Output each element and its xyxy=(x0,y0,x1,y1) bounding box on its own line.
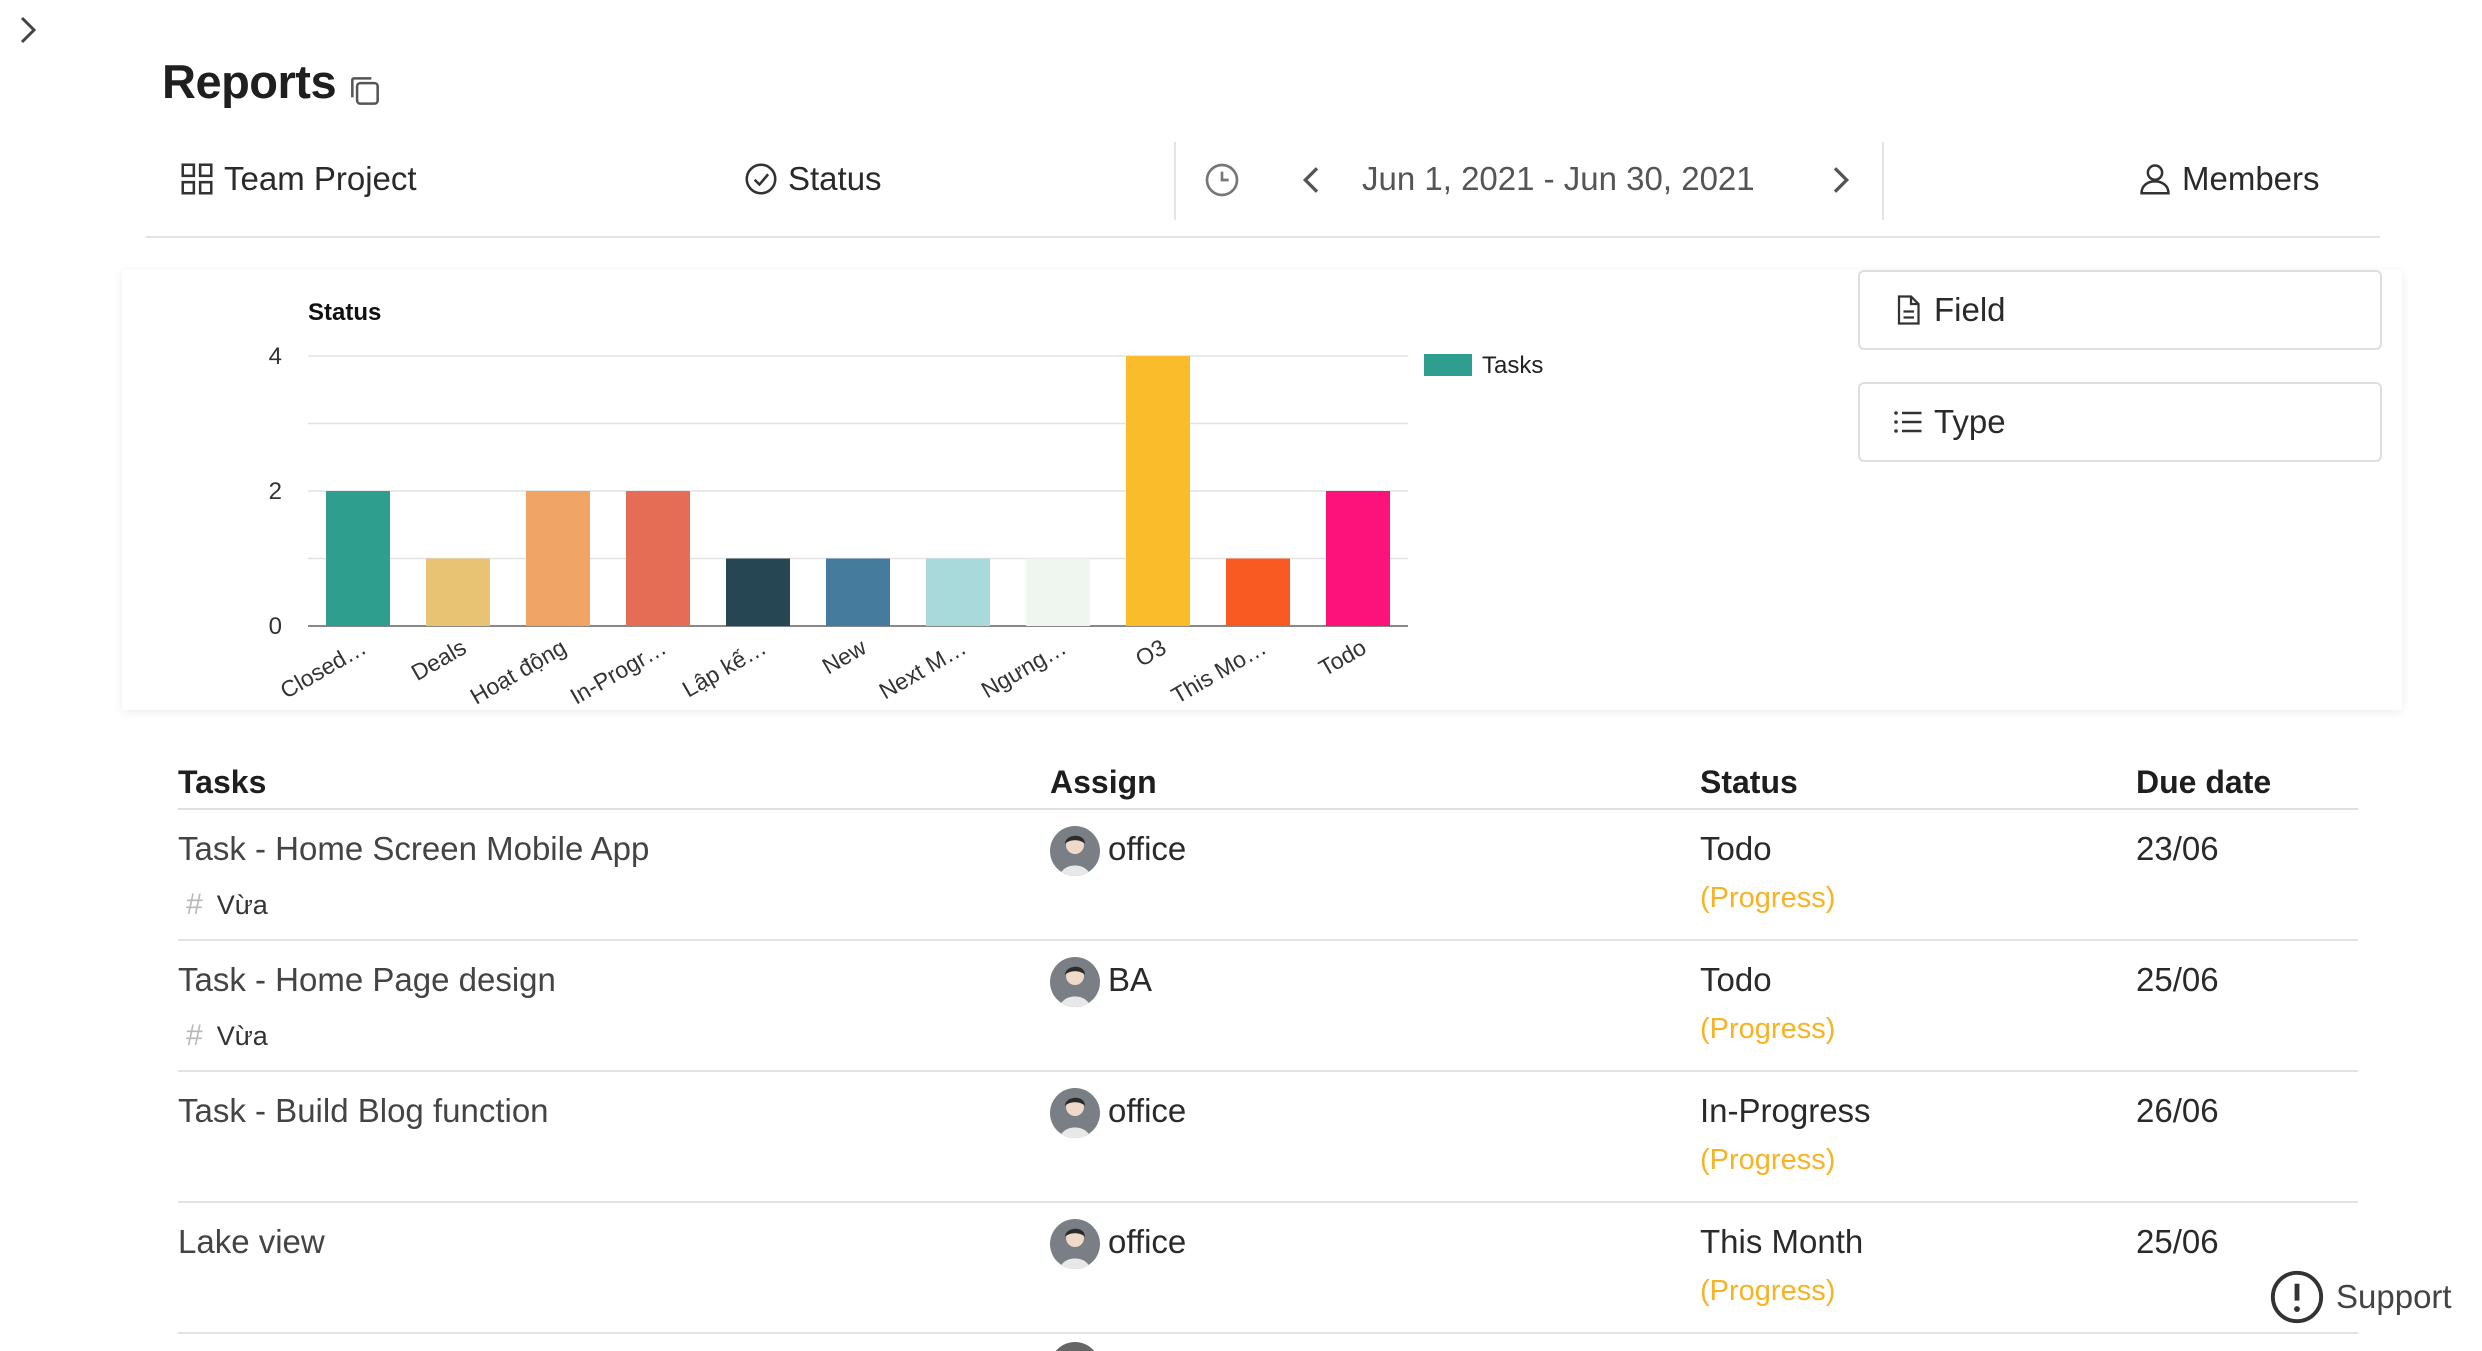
header-due-date[interactable]: Due date xyxy=(2136,764,2272,800)
task-status: Todo xyxy=(1700,830,1772,867)
tasks-table: Tasks Assign Status Due date Task - Home… xyxy=(178,760,2358,1334)
assignee-name: office xyxy=(1108,1223,1187,1260)
members-filter[interactable]: Members xyxy=(2136,156,2320,202)
assignee-name: office xyxy=(1108,830,1187,867)
alert-circle-icon xyxy=(2270,1270,2324,1324)
task-status-note: (Progress) xyxy=(1700,1275,1836,1307)
table-row[interactable]: Task - Build Blog function office In-Pro… xyxy=(178,1072,2358,1203)
header-assign[interactable]: Assign xyxy=(1050,764,1157,800)
x-tick-label: Closed… xyxy=(276,634,371,704)
task-status-note: (Progress) xyxy=(1700,1144,1836,1176)
header-tasks[interactable]: Tasks xyxy=(178,764,267,800)
task-due-date: 25/06 xyxy=(2136,1223,2219,1260)
document-icon xyxy=(1897,295,1920,325)
task-name[interactable]: Lake view xyxy=(178,1223,325,1260)
support-button[interactable]: Support xyxy=(2268,1268,2452,1326)
status-filter[interactable]: Status xyxy=(742,156,882,202)
task-status-note: (Progress) xyxy=(1700,1013,1836,1045)
table-row[interactable]: Lake view office This Month (Progress) 2… xyxy=(178,1203,2358,1334)
chart-bar xyxy=(726,558,790,626)
clock-icon[interactable] xyxy=(1202,160,1242,200)
hash-icon: # xyxy=(186,888,203,921)
support-label: Support xyxy=(2336,1278,2452,1315)
header-status[interactable]: Status xyxy=(1700,764,1798,800)
date-range-label[interactable]: Jun 1, 2021 - Jun 30, 2021 xyxy=(1362,160,1755,197)
toolbar-divider xyxy=(1882,142,1884,220)
chart-bar xyxy=(1326,491,1390,626)
table-row[interactable]: Task - Home Page design # Vừa BA Todo (Pr… xyxy=(178,941,2358,1072)
task-status: In-Progress xyxy=(1700,1092,1871,1129)
x-tick-label: In-Progr… xyxy=(566,634,671,710)
chart-title: Status xyxy=(308,299,381,326)
task-name[interactable]: Task - Home Screen Mobile App xyxy=(178,830,650,867)
user-icon xyxy=(2140,164,2170,195)
chart-bar xyxy=(326,491,390,626)
task-status-note: (Progress) xyxy=(1700,882,1836,914)
chart-bar xyxy=(1026,558,1090,626)
chart-bar xyxy=(526,491,590,626)
x-tick-label: Lập kế… xyxy=(678,634,771,703)
task-tag-label: Vừa xyxy=(216,889,268,920)
legend-swatch xyxy=(1424,354,1472,376)
x-tick-label: Ngưng… xyxy=(977,634,1071,703)
y-tick-label: 0 xyxy=(269,613,282,640)
field-button[interactable]: Field xyxy=(1858,270,2382,350)
chart-bar xyxy=(626,491,690,626)
task-status: Todo xyxy=(1700,961,1772,998)
chart-bar xyxy=(926,558,990,626)
next-period-button[interactable] xyxy=(1820,160,1860,200)
status-filter-label: Status xyxy=(788,160,882,197)
previous-period-button[interactable] xyxy=(1292,160,1332,200)
project-filter[interactable]: Team Project xyxy=(178,156,417,202)
avatar xyxy=(1050,1088,1100,1138)
x-tick-label: Deals xyxy=(407,634,471,686)
task-due-date: 25/06 xyxy=(2136,961,2219,998)
chart-bar xyxy=(1226,558,1290,626)
project-filter-label: Team Project xyxy=(224,160,417,197)
copy-icon[interactable] xyxy=(346,72,384,110)
table-row[interactable]: Task - Home Screen Mobile App # Vừa offic… xyxy=(178,810,2358,941)
type-button[interactable]: Type xyxy=(1858,382,2382,462)
x-tick-label: Hoạt động xyxy=(466,634,571,710)
y-tick-label: 2 xyxy=(269,478,282,505)
task-name[interactable]: Task - Build Blog function xyxy=(178,1092,549,1129)
task-due-date: 26/06 xyxy=(2136,1092,2219,1129)
task-tag: # Vừa xyxy=(186,888,268,922)
task-due-date: 23/06 xyxy=(2136,830,2219,867)
x-tick-label: New xyxy=(818,634,871,680)
grid-icon xyxy=(181,163,213,195)
chart-bar xyxy=(826,558,890,626)
y-tick-label: 4 xyxy=(269,343,282,370)
assignee-name: BA xyxy=(1108,961,1153,998)
avatar xyxy=(1050,957,1100,1007)
task-name[interactable]: Task - Home Page design xyxy=(178,961,556,998)
avatar xyxy=(1050,826,1100,876)
task-status: This Month xyxy=(1700,1223,1864,1260)
x-tick-label: Next M… xyxy=(874,634,970,704)
chart-bar xyxy=(1126,356,1190,626)
type-button-label: Type xyxy=(1934,403,2006,440)
list-icon xyxy=(1894,411,1922,433)
x-tick-label: Todo xyxy=(1314,634,1370,681)
assignee-name: office xyxy=(1108,1092,1187,1129)
x-tick-label: This Mo… xyxy=(1167,634,1271,709)
hash-icon: # xyxy=(186,1019,203,1052)
avatar xyxy=(1050,1219,1100,1269)
table-header: Tasks Assign Status Due date xyxy=(178,760,2358,810)
check-circle-icon xyxy=(745,163,777,195)
toolbar-divider xyxy=(1174,142,1176,220)
chart-bar xyxy=(426,558,490,626)
task-tag: # Vừa xyxy=(186,1019,268,1053)
avatar xyxy=(1050,1342,1100,1351)
report-toolbar: Team Project Status Jun 1, 2021 - Jun 30… xyxy=(146,136,2380,238)
field-button-label: Field xyxy=(1934,291,2006,328)
legend-label: Tasks xyxy=(1482,352,1543,379)
task-tag-label: Vừa xyxy=(216,1020,268,1051)
expand-sidebar-chevron-icon[interactable] xyxy=(10,12,46,48)
page-title: Reports xyxy=(162,55,337,108)
members-filter-label: Members xyxy=(2182,160,2320,197)
x-tick-label: O3 xyxy=(1131,634,1171,672)
